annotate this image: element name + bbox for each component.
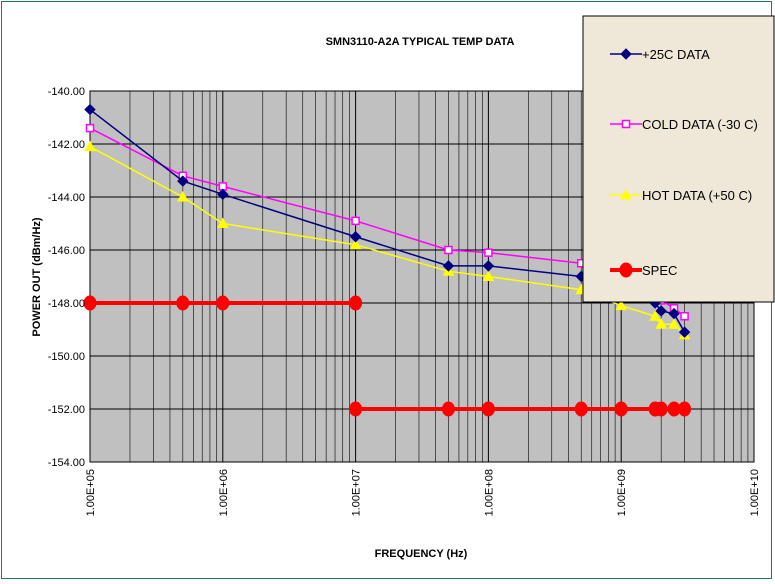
x-tick-label: 1.00E+09 [616,469,628,516]
data-point [349,401,363,417]
legend-swatch-marker [621,119,631,129]
x-tick-label: 1.00E+08 [483,469,495,516]
data-point [442,260,455,272]
y-tick-label: -144.00 [48,192,85,204]
y-tick-label: -154.00 [48,457,85,469]
data-point [655,318,668,329]
data-point [484,248,493,257]
y-tick-label: -142.00 [48,139,85,151]
data-point [216,295,230,311]
legend-entry: HOT DATA (+50 C) [610,188,752,203]
data-point [649,310,661,321]
data-point [444,245,453,255]
y-tick-label: -146.00 [48,245,85,257]
legend-entry: +25C DATA [610,47,710,62]
legend-label: HOT DATA (+50 C) [642,188,752,203]
y-tick-label: -152.00 [48,404,85,416]
series-circle [83,295,692,417]
x-tick-label: 1.00E+10 [749,469,761,516]
data-point [349,231,362,243]
data-point [654,401,668,417]
legend-swatch-marker [619,262,633,278]
data-point [482,260,495,272]
data-point [351,216,360,226]
legend-label: COLD DATA (-30 C) [642,117,758,132]
x-tick-label: 1.00E+06 [218,469,230,516]
data-point [216,217,229,228]
data-point [678,401,692,417]
legend-items: +25C DATA COLD DATA (-30 C) HOT DATA (+50 … [610,47,758,278]
data-point [668,318,680,329]
data-point [84,140,96,152]
data-point [615,299,628,311]
data-point [680,312,689,321]
data-point [668,307,680,320]
y-axis-ticks: -140.00 -142.00 -144.00 -146.00 -148.00 -150.… [48,86,85,469]
data-point [349,295,363,311]
y-tick-label: -140.00 [48,86,85,98]
legend-entry: COLD DATA (-30 C) [610,117,758,132]
data-point [176,295,190,311]
data-point [441,401,455,417]
y-axis-label: POWER OUT (dBm/Hz) [31,217,43,336]
data-point [84,103,96,116]
y-tick-label: -150.00 [48,351,85,363]
legend-entry: SPEC [610,262,677,278]
data-point [574,401,588,417]
x-axis-label: FREQUENCY (Hz) [375,548,468,560]
data-point [177,175,189,187]
data-point [678,326,691,338]
legend: +25C DATA COLD DATA (-30 C) HOT DATA (+50 … [582,15,775,303]
legend-swatch-marker [620,48,632,60]
x-axis-ticks: 1.00E+05 1.00E+06 1.00E+07 1.00E+08 1.00E+09… [85,469,761,516]
data-point [481,401,495,417]
data-point [482,270,495,281]
data-point [85,123,95,133]
x-tick-label: 1.00E+07 [351,469,363,516]
data-point [176,190,189,202]
legend-swatch-marker [620,188,632,200]
legend-label: +25C DATA [642,47,710,62]
x-tick-label: 1.00E+05 [85,469,97,516]
data-point [655,305,667,317]
legend-box [582,15,775,303]
data-point [614,401,628,417]
data-point [83,295,97,311]
legend-label: SPEC [642,263,677,278]
y-tick-label: -148.00 [48,298,85,310]
data-point [217,188,229,201]
chart-title: SMN3110-A2A TYPICAL TEMP DATA [326,36,515,48]
data-point [349,238,362,250]
